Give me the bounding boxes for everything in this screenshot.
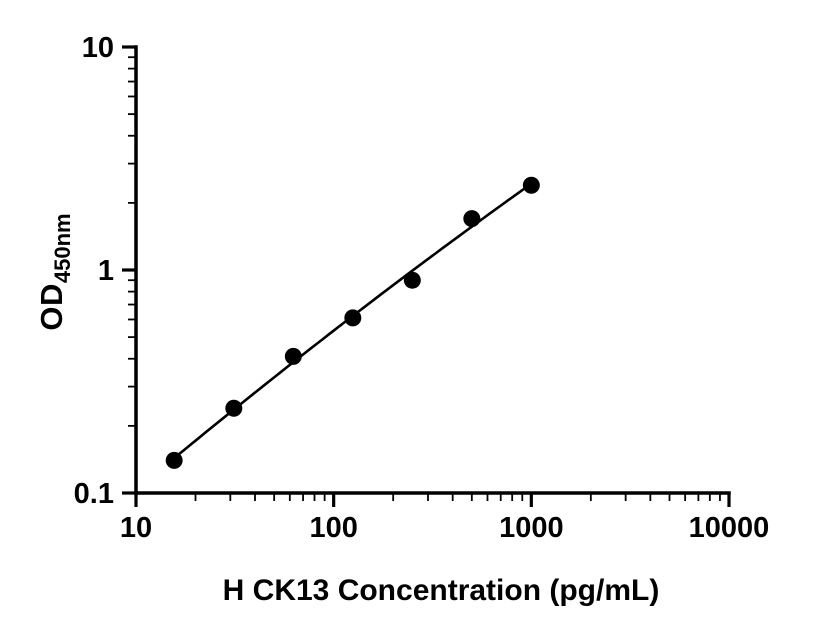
x-tick-label: 10000 <box>689 512 770 544</box>
y-axis-title: OD450nm <box>34 213 76 330</box>
axis-spines <box>134 45 731 495</box>
y-tick-label: 0.1 <box>74 478 114 510</box>
data-point <box>344 309 362 327</box>
x-tick-label: 100 <box>309 512 357 544</box>
y-axis-title-subscript: 450nm <box>50 213 75 284</box>
data-point <box>165 451 183 469</box>
y-axis-title-main: OD <box>34 283 69 331</box>
data-point <box>522 176 540 194</box>
x-tick-label: 1000 <box>499 512 564 544</box>
y-tick-label: 10 <box>82 32 114 64</box>
x-axis-title: H CK13 Concentration (pg/mL) <box>222 574 660 607</box>
data-point <box>284 347 302 365</box>
y-tick-label: 1 <box>98 255 114 287</box>
data-point <box>403 271 421 289</box>
data-point <box>225 399 243 417</box>
x-tick-label: 10 <box>120 512 152 544</box>
data-point <box>463 210 481 228</box>
